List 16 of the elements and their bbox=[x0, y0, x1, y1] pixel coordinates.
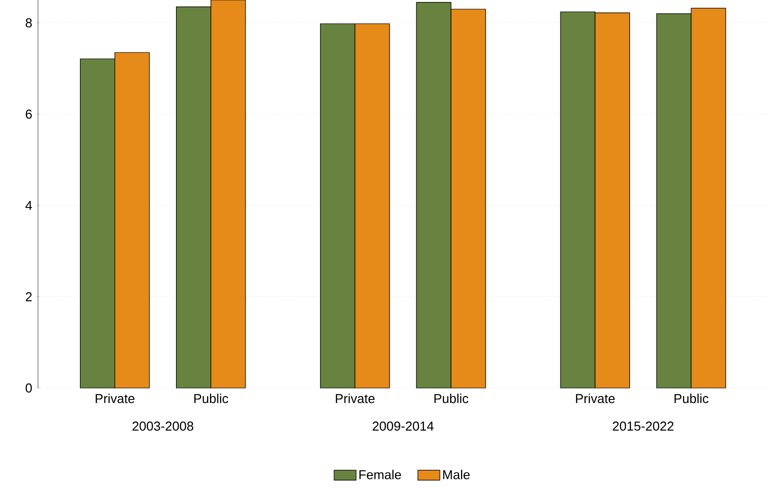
legend-label: Female bbox=[359, 470, 401, 480]
y-tick-label: 2 bbox=[26, 292, 32, 302]
text: 2015-2022 bbox=[612, 422, 674, 431]
x-tick-label: Public bbox=[194, 394, 228, 404]
text: 2003-2008 bbox=[132, 422, 194, 431]
x-tick-label: Private bbox=[96, 394, 134, 404]
x-tick-label: Private bbox=[336, 394, 375, 404]
x-tick-label: Public bbox=[674, 394, 708, 404]
legend-label: Male bbox=[443, 470, 470, 480]
y-tick-label: 0 bbox=[26, 383, 32, 393]
y-tick-label: 6 bbox=[26, 110, 32, 119]
x-tick-label: Private bbox=[576, 394, 615, 404]
x-tick-label: Public bbox=[434, 394, 468, 404]
y-tick-label: 4 bbox=[25, 200, 32, 210]
y-tick-label: 8 bbox=[26, 18, 32, 28]
text: 2009-2014 bbox=[372, 422, 434, 431]
